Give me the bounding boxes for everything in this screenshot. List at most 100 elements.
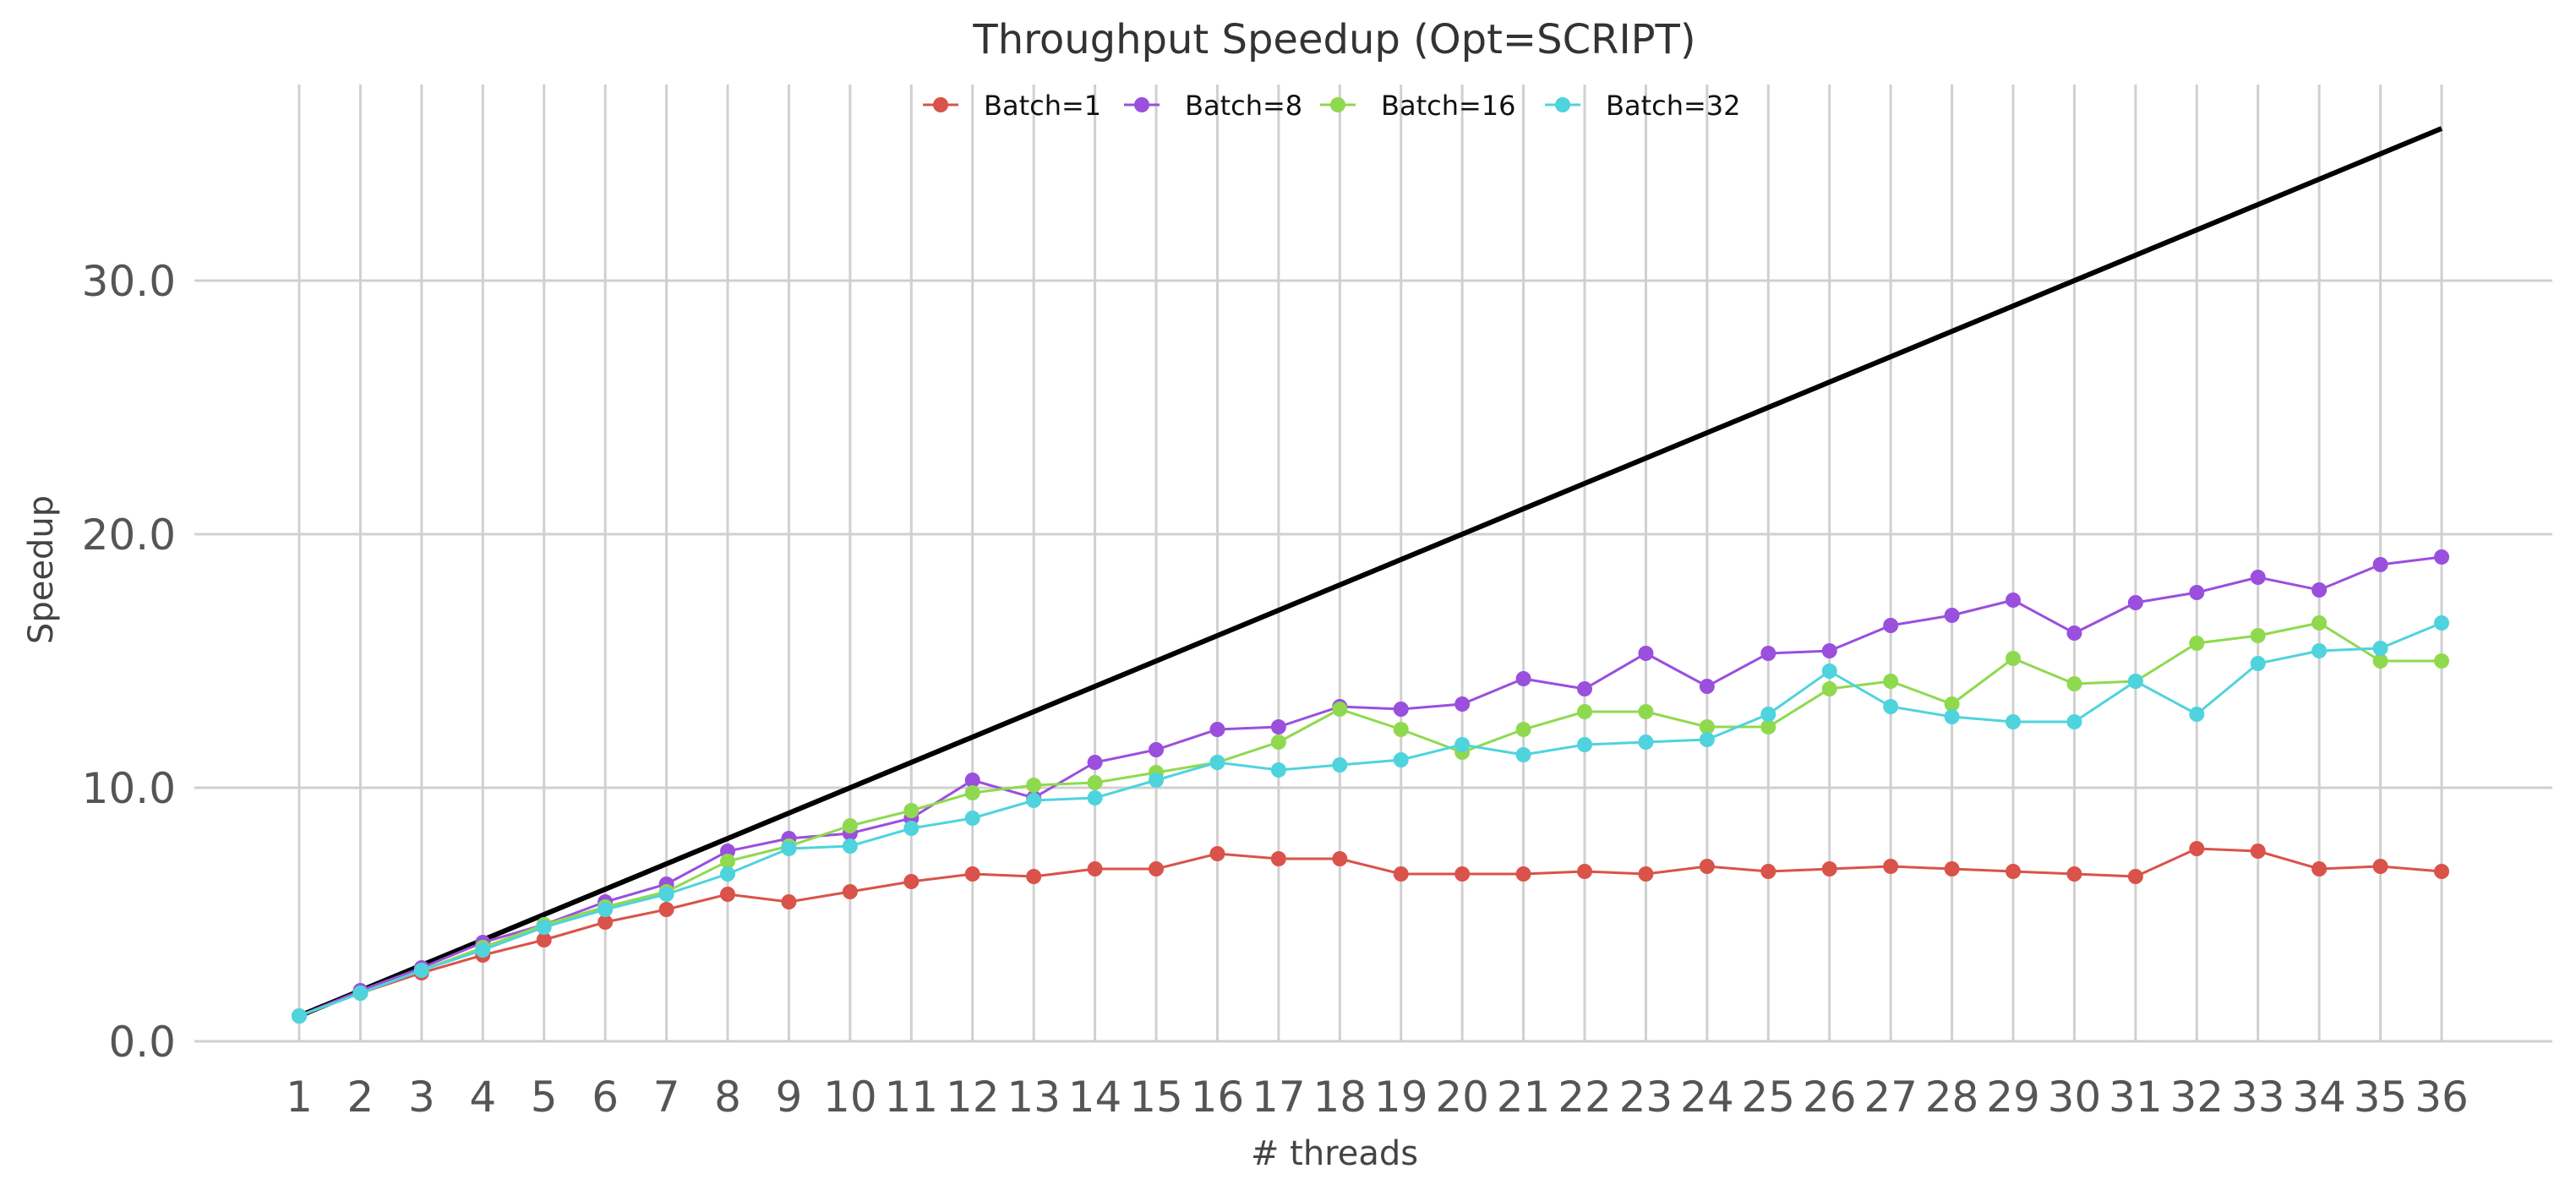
y-tick-label: 20.0 (82, 511, 176, 560)
data-point (598, 902, 614, 917)
legend-label: Batch=16 (1381, 90, 1516, 122)
ideal-line (297, 126, 2443, 1019)
x-tick-label: 27 (1864, 1073, 1918, 1122)
data-point (2250, 570, 2266, 585)
data-point (903, 803, 920, 818)
series-batch-1 (292, 841, 2449, 1024)
data-point (1577, 864, 1592, 879)
x-axis-label: # threads (1251, 1134, 1418, 1173)
legend: Batch=1 Batch=8 Batch=16 Batch=32 (923, 90, 1741, 122)
data-point (1209, 846, 1225, 861)
data-point (1638, 735, 1654, 750)
data-point (1026, 869, 1042, 884)
data-point (2372, 859, 2388, 874)
data-point (1577, 681, 1592, 696)
data-point (2434, 549, 2449, 565)
x-tick-label: 26 (1803, 1073, 1857, 1122)
data-point (2372, 641, 2388, 656)
data-point (1821, 643, 1837, 658)
x-tick-label: 22 (1558, 1073, 1612, 1122)
x-tick-label: 19 (1374, 1073, 1428, 1122)
data-point (292, 1008, 307, 1024)
data-point (2434, 615, 2449, 631)
legend-label: Batch=32 (1606, 90, 1741, 122)
data-point (2189, 841, 2205, 856)
legend-label: Batch=1 (984, 90, 1101, 122)
data-point (1760, 864, 1776, 879)
data-point (1393, 722, 1409, 737)
x-tick-label: 30 (2048, 1073, 2102, 1122)
data-point (1821, 681, 1837, 696)
y-tick-label: 0.0 (108, 1018, 176, 1067)
data-point (2127, 869, 2143, 884)
series-line (298, 621, 2442, 1018)
data-point (1699, 732, 1715, 747)
data-point (964, 785, 980, 800)
data-point (1515, 747, 1531, 762)
data-point (1332, 851, 1348, 866)
data-point (2006, 651, 2021, 666)
x-tick-label: 9 (776, 1073, 803, 1122)
data-point (1944, 709, 1960, 724)
legend-item: Batch=32 (1545, 90, 1741, 122)
data-point (1821, 664, 1837, 679)
data-point (598, 915, 614, 930)
data-point (1209, 755, 1225, 770)
data-point (658, 902, 674, 917)
x-tick-label: 31 (2109, 1073, 2163, 1122)
data-point (842, 838, 858, 854)
x-tick-label: 3 (408, 1073, 435, 1122)
data-point (1883, 674, 1899, 689)
data-point (1209, 722, 1225, 737)
data-point (658, 887, 674, 902)
data-point (842, 884, 858, 899)
series-line (298, 621, 2442, 1018)
x-tick-label: 35 (2354, 1073, 2408, 1122)
x-tick-label: 17 (1252, 1073, 1306, 1122)
data-point (1454, 696, 1471, 712)
x-tick-label: 5 (531, 1073, 558, 1122)
x-tick-label: 25 (1741, 1073, 1795, 1122)
x-tick-label: 34 (2292, 1073, 2346, 1122)
data-point (1454, 866, 1471, 882)
ideal-speedup-line (297, 126, 2443, 1019)
data-point (2250, 844, 2266, 859)
x-tick-labels: 1 2 3 4 5 6 7 8 9 10 11 12 13 14 15 16 17 18 19 20 21 22 23 24 2… (286, 1073, 2469, 1122)
data-point (720, 854, 735, 869)
data-point (781, 841, 797, 856)
data-point (1760, 719, 1776, 735)
data-point (1638, 704, 1654, 719)
data-point (964, 811, 980, 826)
x-tick-label: 11 (884, 1073, 938, 1122)
x-tick-label: 36 (2415, 1073, 2469, 1122)
data-point (2250, 628, 2266, 643)
data-point (1515, 722, 1531, 737)
x-tick-label: 4 (469, 1073, 496, 1122)
data-point (1760, 646, 1776, 661)
x-tick-label: 21 (1497, 1073, 1551, 1122)
data-point (903, 821, 920, 836)
data-point (1087, 755, 1103, 770)
x-tick-label: 7 (653, 1073, 680, 1122)
legend-label: Batch=8 (1185, 90, 1302, 122)
x-tick-label: 1 (286, 1073, 313, 1122)
data-point (2127, 595, 2143, 610)
x-tick-label: 8 (714, 1073, 741, 1122)
data-point (1332, 757, 1348, 773)
x-tick-label: 6 (592, 1073, 619, 1122)
data-point (1883, 859, 1899, 874)
data-point (1149, 742, 1164, 757)
data-point (2066, 866, 2082, 882)
data-point (781, 894, 797, 909)
data-point (1393, 752, 1409, 767)
data-point (536, 920, 552, 935)
data-point (2066, 625, 2082, 641)
legend-item: Batch=8 (1124, 90, 1302, 122)
x-tick-label: 15 (1129, 1073, 1183, 1122)
x-tick-label: 2 (347, 1073, 374, 1122)
data-point (2066, 714, 2082, 729)
y-tick-label: 10.0 (82, 764, 176, 813)
x-tick-label: 28 (1925, 1073, 1979, 1122)
x-tick-label: 18 (1313, 1073, 1367, 1122)
data-point (2372, 557, 2388, 572)
